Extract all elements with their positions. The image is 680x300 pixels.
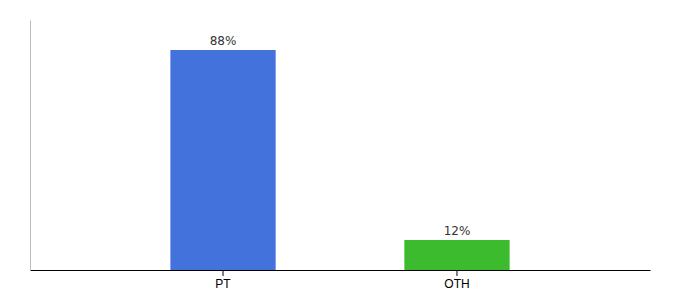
x-tick-label: OTH bbox=[444, 277, 469, 291]
x-tick-mark bbox=[223, 270, 224, 276]
x-tick: OTH bbox=[444, 270, 469, 291]
x-tick-mark bbox=[456, 270, 457, 276]
x-axis-line bbox=[31, 270, 651, 271]
plot: 88% 12% PT OTH bbox=[31, 21, 651, 291]
x-axis: PT OTH bbox=[31, 270, 651, 291]
bars bbox=[170, 50, 509, 270]
bar bbox=[170, 50, 275, 270]
data-labels: 88% 12% bbox=[210, 34, 471, 238]
y-axis-line bbox=[30, 21, 31, 271]
x-tick-label: PT bbox=[215, 277, 231, 291]
bar bbox=[404, 240, 509, 270]
y-axis bbox=[30, 21, 31, 271]
data-label: 88% bbox=[210, 34, 237, 48]
x-tick: PT bbox=[215, 270, 231, 291]
chart: 88% 12% PT OTH bbox=[0, 0, 680, 300]
data-label: 12% bbox=[444, 224, 471, 238]
